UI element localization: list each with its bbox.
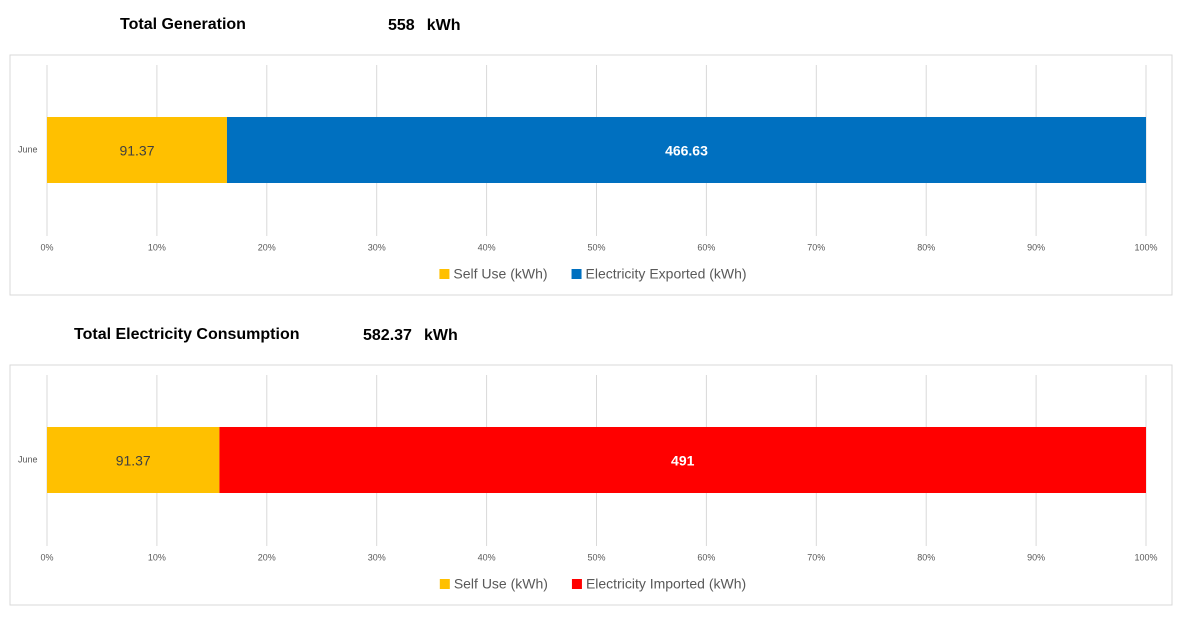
chart: Total Generation 558 kWh 0% 10% 20% 30% 40% 50% 6… bbox=[9, 16, 1173, 296]
legend-swatch bbox=[439, 269, 450, 279]
x-tick-label: 0% bbox=[40, 552, 53, 562]
x-tick-label: 40% bbox=[478, 242, 496, 252]
x-tick-label: 0% bbox=[40, 242, 53, 252]
x-tick-label: 100% bbox=[1134, 552, 1157, 562]
chart-frame bbox=[9, 364, 1173, 606]
x-tick-label: 10% bbox=[148, 242, 166, 252]
x-tick-label: 30% bbox=[368, 242, 386, 252]
x-tick-label: 60% bbox=[697, 242, 715, 252]
x-tick-label: 30% bbox=[368, 552, 386, 562]
x-tick-label: 10% bbox=[148, 552, 166, 562]
x-tick-label: 90% bbox=[1027, 242, 1045, 252]
x-tick-label: 90% bbox=[1027, 552, 1045, 562]
legend-label: Self Use (kWh) bbox=[453, 266, 547, 282]
legend: Self Use (kWh) Electricity Imported (kWh) bbox=[439, 576, 746, 592]
total-unit: kWh bbox=[427, 17, 461, 34]
x-tick-label: 40% bbox=[478, 552, 496, 562]
x-tick-label: 80% bbox=[917, 552, 935, 562]
chart: Total Electricity Consumption 582.37 kWh 0%… bbox=[9, 326, 1173, 606]
x-tick-label: 50% bbox=[587, 552, 605, 562]
chart-frame bbox=[9, 54, 1173, 296]
data-label: 91.37 bbox=[116, 453, 151, 469]
bar-segment bbox=[219, 427, 1146, 493]
x-tick-label: 80% bbox=[917, 242, 935, 252]
legend-label: Electricity Exported (kWh) bbox=[586, 266, 747, 282]
x-tick-label: 100% bbox=[1134, 242, 1157, 252]
legend-swatch bbox=[571, 579, 582, 589]
bar-segment bbox=[47, 427, 220, 493]
x-tick-label: 50% bbox=[587, 242, 605, 252]
chart-title: Total Electricity Consumption bbox=[74, 326, 300, 343]
total-unit: kWh bbox=[424, 327, 458, 344]
x-tick-label: 20% bbox=[258, 242, 276, 252]
chart-title: Total Generation bbox=[120, 16, 246, 33]
category-label: June bbox=[18, 454, 38, 464]
bar-segment bbox=[47, 117, 227, 183]
total-value: 582.37 bbox=[363, 327, 412, 344]
x-tick-label: 70% bbox=[807, 242, 825, 252]
total-value: 558 bbox=[388, 17, 415, 34]
legend-label: Self Use (kWh) bbox=[454, 576, 548, 592]
category-label: June bbox=[18, 144, 38, 154]
legend-swatch bbox=[571, 269, 582, 279]
x-tick-label: 20% bbox=[258, 552, 276, 562]
legend: Self Use (kWh) Electricity Exported (kWh) bbox=[439, 266, 747, 282]
data-label: 91.37 bbox=[119, 143, 154, 159]
data-label: 466.63 bbox=[665, 143, 708, 159]
legend-label: Electricity Imported (kWh) bbox=[586, 576, 746, 592]
x-tick-label: 60% bbox=[697, 552, 715, 562]
x-tick-label: 70% bbox=[807, 552, 825, 562]
bar-segment bbox=[226, 117, 1147, 183]
legend-swatch bbox=[439, 579, 450, 589]
data-label: 491 bbox=[671, 453, 695, 469]
